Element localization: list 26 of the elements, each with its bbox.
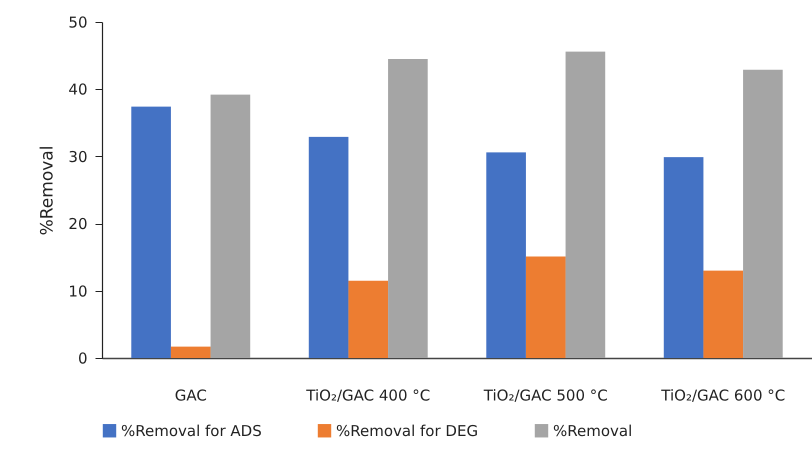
bar xyxy=(170,346,211,358)
bar xyxy=(210,94,250,358)
y-tick-label: 40 xyxy=(68,80,88,99)
bar xyxy=(566,52,606,358)
x-tick-label: TiO₂/GAC 400 °C xyxy=(305,386,430,404)
bar xyxy=(131,106,171,358)
y-tick-label: 20 xyxy=(68,215,88,234)
x-tick-label: TiO₂/GAC 500 °C xyxy=(482,386,608,404)
x-tick-label: GAC xyxy=(174,386,207,404)
bar xyxy=(526,256,566,358)
bar xyxy=(743,70,783,358)
bar xyxy=(664,157,704,358)
y-tick-label: 50 xyxy=(68,14,88,32)
x-tick-label: TiO₂/GAC 600 °C xyxy=(660,386,786,404)
bar xyxy=(486,152,526,358)
y-axis-title: %Removal xyxy=(37,146,58,236)
bar xyxy=(388,58,428,358)
y-tick-label: 10 xyxy=(68,282,88,300)
legend-label: %Removal for ADS xyxy=(121,422,262,440)
y-tick-label: 0 xyxy=(78,350,88,368)
bar xyxy=(348,280,388,358)
y-tick-label: 30 xyxy=(68,148,88,166)
bar xyxy=(703,270,744,358)
legend-label: %Removal for DEG xyxy=(336,422,478,440)
legend-label: %Removal xyxy=(553,422,632,440)
bar xyxy=(308,136,348,358)
